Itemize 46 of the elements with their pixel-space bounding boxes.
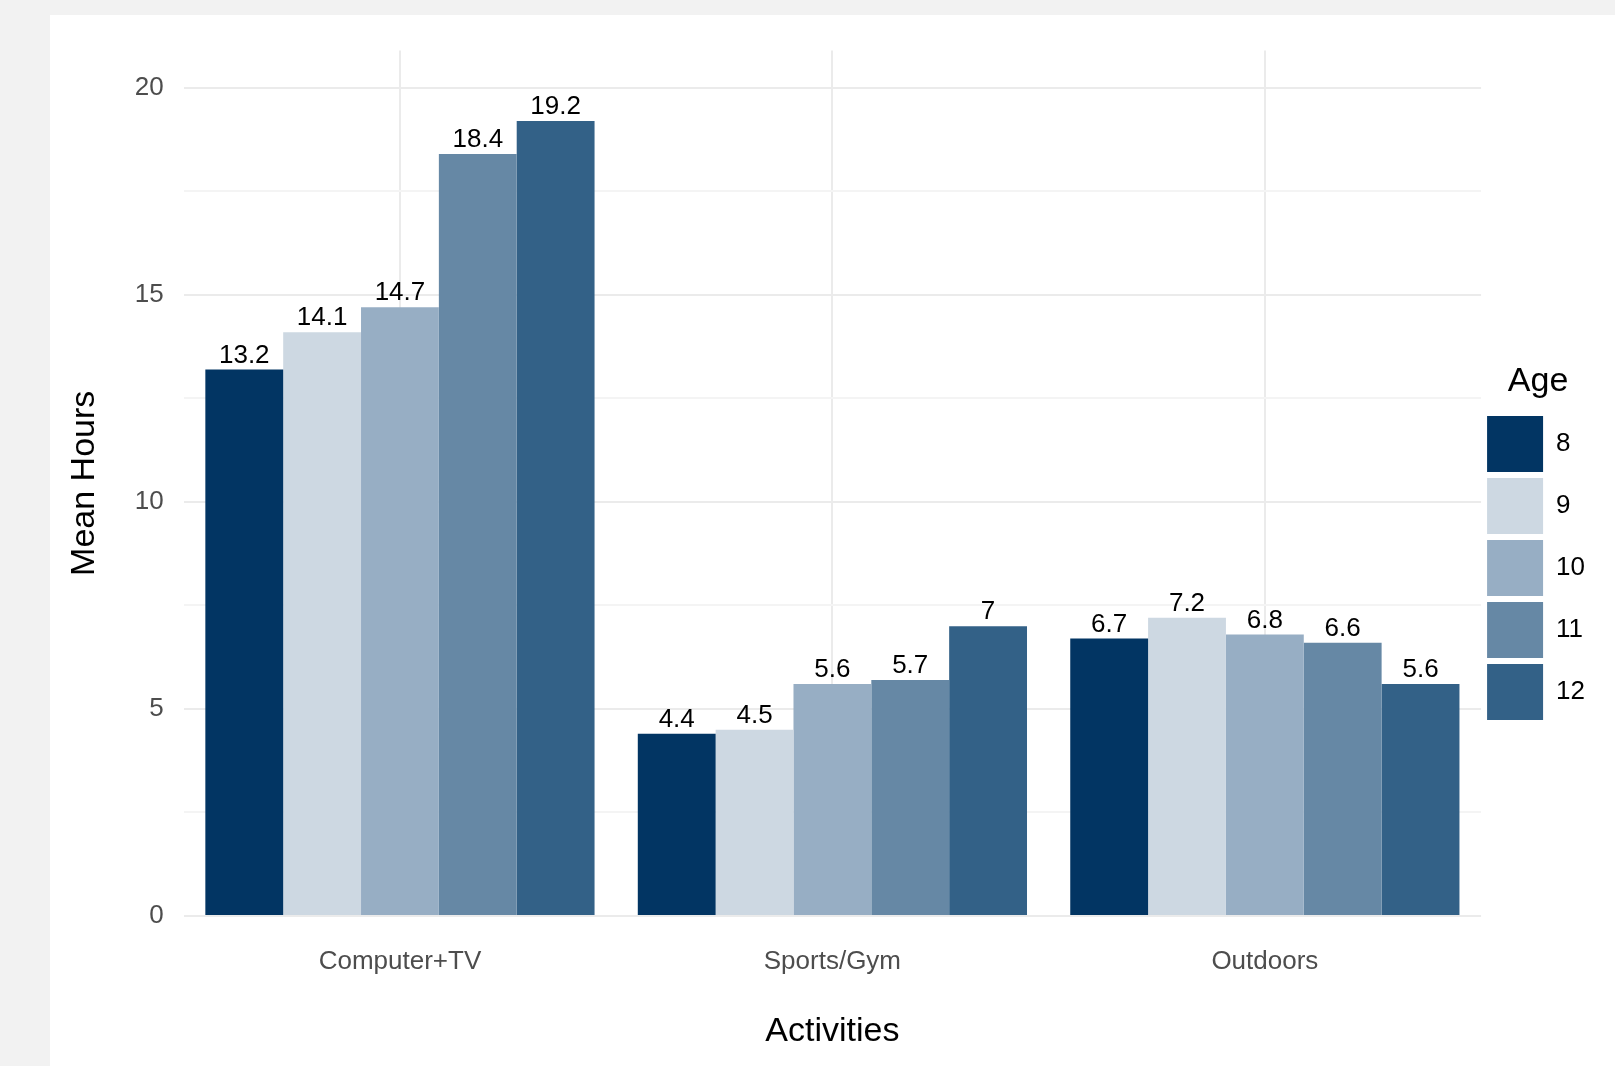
data-label: 6.7 [1091, 607, 1128, 638]
legend-title: Age [1507, 360, 1569, 399]
bar [205, 369, 284, 915]
x-tick-label: Computer+TV [318, 944, 482, 975]
y-axis-title: Mean Hours [62, 390, 101, 576]
y-tick-label: 10 [134, 485, 164, 516]
bar [438, 154, 517, 915]
bar [1303, 642, 1382, 915]
bar [949, 626, 1027, 915]
data-label: 5.7 [892, 649, 929, 680]
legend-label: 8 [1556, 427, 1571, 458]
data-label: 18.4 [452, 123, 504, 154]
data-label: 7 [980, 595, 996, 626]
y-tick-label: 5 [149, 692, 164, 723]
y-tick-label: 15 [134, 278, 164, 309]
data-label: 7.2 [1168, 587, 1206, 618]
data-label: 4.4 [658, 702, 695, 733]
bar [793, 684, 872, 915]
x-tick-label: Outdoors [1211, 944, 1319, 975]
data-label: 5.6 [814, 653, 851, 684]
x-axis-title: Activities [765, 1009, 900, 1048]
bar [283, 332, 362, 915]
x-tick-label: Sports/Gym [763, 944, 902, 975]
y-tick-label: 20 [134, 71, 164, 102]
bar [516, 120, 595, 915]
bar [715, 729, 794, 915]
bar [637, 733, 716, 915]
data-label: 19.2 [530, 90, 581, 121]
bar [361, 307, 439, 915]
legend-label: 10 [1556, 551, 1585, 582]
legend-label: 11 [1556, 613, 1584, 644]
data-label: 5.6 [1402, 653, 1439, 684]
y-tick-label: 0 [149, 899, 164, 930]
legend-label: 12 [1556, 675, 1585, 706]
legend-label: 9 [1556, 489, 1571, 520]
data-label: 14.1 [296, 301, 348, 332]
data-label: 6.8 [1246, 603, 1283, 634]
bar [1070, 638, 1149, 915]
bar [1225, 634, 1304, 915]
data-label: 13.2 [218, 338, 270, 369]
data-label: 6.6 [1324, 611, 1361, 642]
bar [1148, 617, 1226, 915]
bar [871, 679, 950, 915]
data-label: 14.7 [374, 276, 426, 307]
bar [1381, 684, 1460, 915]
data-label: 4.5 [736, 698, 773, 729]
